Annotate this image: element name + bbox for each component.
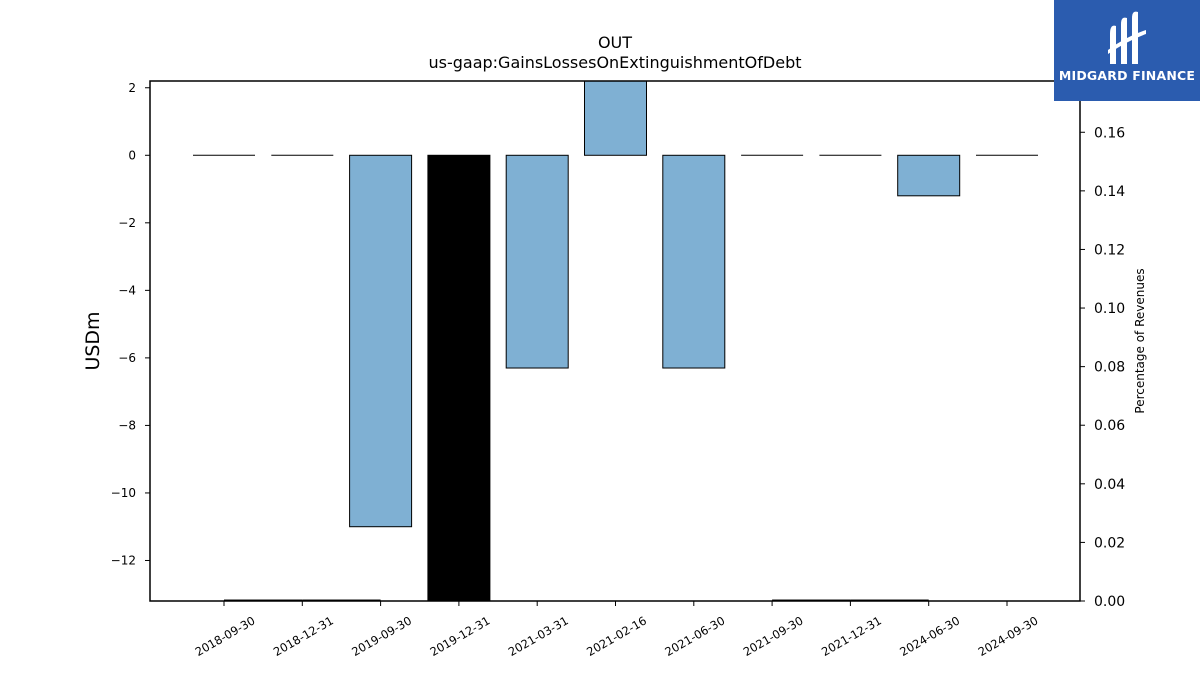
y-tick-label: −6 xyxy=(118,351,136,365)
brand-name: MIDGARD FINANCE xyxy=(1058,68,1196,83)
x-tick-label: 2018-12-31 xyxy=(271,613,336,659)
y-tick-label: −10 xyxy=(111,486,136,500)
y2-tick-label: 0.08 xyxy=(1094,360,1125,376)
x-tick-label: 2018-09-30 xyxy=(193,613,258,659)
chart-subtitle: us-gaap:GainsLossesOnExtinguishmentOfDeb… xyxy=(428,53,801,72)
y-axis: 2 0 −2 −4 −6 −8 −10 −12 xyxy=(111,81,150,567)
bar xyxy=(897,154,961,197)
y2-tick-label: 0.06 xyxy=(1094,418,1125,434)
y2-tick-label: 0.16 xyxy=(1094,125,1125,141)
bar xyxy=(584,80,647,156)
bars-layer xyxy=(193,80,1038,602)
y2-tick-label: 0.12 xyxy=(1094,242,1125,258)
bar xyxy=(662,154,726,369)
bar xyxy=(349,154,413,528)
brand-logo: MIDGARD FINANCE xyxy=(1054,0,1200,101)
y2-axis: 0.16 0.14 0.12 0.10 0.08 0.06 0.04 0.02 0.00 xyxy=(1080,125,1125,610)
y-tick-label: −8 xyxy=(118,418,136,432)
midgard-logo-icon xyxy=(1108,11,1146,65)
bar xyxy=(505,154,569,369)
y2-tick-label: 0.00 xyxy=(1094,594,1125,610)
x-tick-label: 2021-06-30 xyxy=(662,613,727,659)
y-tick-label: 0 xyxy=(128,148,136,162)
y2-axis-label: Percentage of Revenues xyxy=(1133,268,1147,413)
y2-tick-label: 0.04 xyxy=(1094,477,1125,493)
chart-title: OUT xyxy=(598,33,632,52)
x-tick-label: 2021-02-16 xyxy=(584,613,649,659)
x-tick-label: 2024-06-30 xyxy=(897,613,962,659)
y-tick-label: −4 xyxy=(118,283,136,297)
y2-tick-label: 0.10 xyxy=(1094,301,1125,317)
y2-tick-label: 0.02 xyxy=(1094,535,1125,551)
x-axis: 2018-09-30 2018-12-31 2019-09-30 2019-12-31… xyxy=(193,601,1041,659)
x-tick-label: 2019-12-31 xyxy=(428,613,493,659)
y-axis-label: USDm xyxy=(82,311,104,370)
y-tick-label: −2 xyxy=(118,216,136,230)
y-tick-label: 2 xyxy=(128,81,136,95)
bar xyxy=(427,154,491,602)
y2-tick-label: 0.14 xyxy=(1094,184,1125,200)
x-tick-label: 2021-12-31 xyxy=(819,613,884,659)
x-tick-label: 2024-09-30 xyxy=(976,613,1041,659)
x-tick-label: 2021-09-30 xyxy=(741,613,806,659)
x-tick-label: 2021-03-31 xyxy=(506,613,571,659)
x-tick-label: 2019-09-30 xyxy=(349,613,414,659)
y-tick-label: −12 xyxy=(111,553,136,567)
